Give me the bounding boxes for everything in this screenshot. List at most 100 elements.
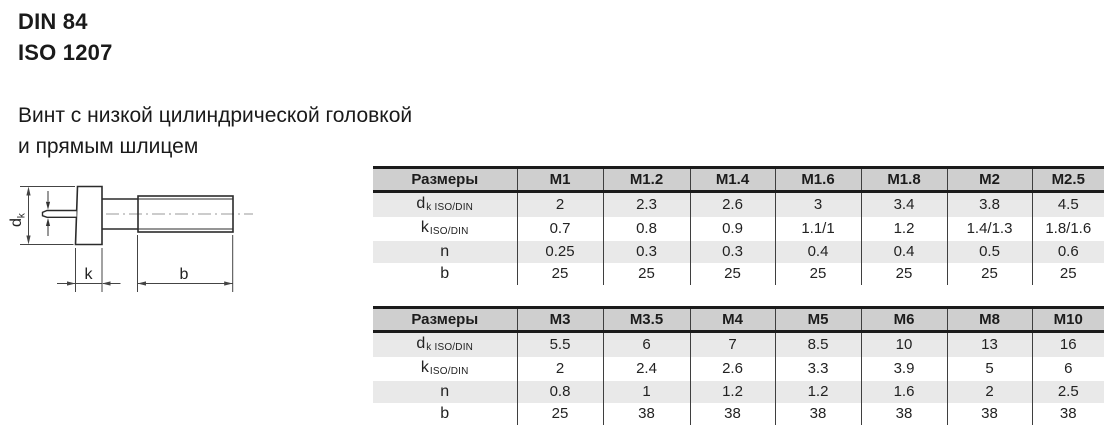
value-cell: 0.8 [516,381,603,403]
row-label-main: b [440,405,450,422]
value-cell: 38 [689,403,775,425]
value-cell: 3.3 [774,357,861,381]
dimensions-table-m3-m10: Размеры M3 M3.5 M4 M5 M6 M8 M10 dk ISO/DIN 5.5 6 7 8… [373,306,1104,425]
table-row: dk ISO/DIN 2 2.3 2.6 3 3.4 3.8 4.5 [373,191,1104,218]
row-label-main: n [440,243,450,260]
row-label-main: k [420,219,429,236]
column-header: M1.8 [860,167,947,193]
row-label-subscript: k ISO/DIN [426,342,474,353]
value-cell: 0.6 [1031,241,1104,263]
value-cell: 4.5 [1031,191,1104,217]
standard-title-iso: ISO 1207 [18,40,113,65]
thread-outline [137,195,234,233]
value-cell: 25 [516,263,603,285]
value-cell: 0.4 [774,241,861,263]
value-cell: 1.2 [689,381,775,403]
table-row: b 25 25 25 25 25 25 25 [373,263,1104,285]
table-header-row: Размеры M1 M1.2 M1.4 M1.6 M1.8 M2 M2.5 [373,167,1104,193]
standard-title-din: DIN 84 [18,9,88,34]
table-row: kISO/DIN 0.7 0.8 0.9 1.1/1 1.2 1.4/1.3 1.8/1.6 [373,217,1104,241]
dimensions-table-m1-m2_5: Размеры M1 M1.2 M1.4 M1.6 M1.8 M2 M2.5 dk ISO/DI… [373,166,1104,285]
subtitle-block: Винт с низкой цилиндрической головкой и … [18,100,412,162]
product-description-line2: и прямым шлицем [18,135,199,158]
value-cell: 2 [516,191,603,217]
value-cell: 0.8 [602,217,690,241]
value-cell: 38 [602,403,690,425]
column-header: M10 [1031,307,1104,333]
row-label: b [373,263,517,285]
value-cell: 2.5 [1031,381,1104,403]
row-label: kISO/DIN [373,357,517,381]
table-row: kISO/DIN 2 2.4 2.6 3.3 3.9 5 6 [373,357,1104,381]
column-header: M2 [946,167,1032,193]
value-cell: 0.3 [689,241,775,263]
value-cell: 1 [602,381,690,403]
value-cell: 38 [946,403,1032,425]
row-label-main: d [416,335,426,352]
row-label-subscript: ISO/DIN [429,226,469,237]
value-cell: 25 [602,263,690,285]
value-cell: 2.4 [602,357,690,381]
value-cell: 38 [860,403,947,425]
value-cell: 6 [602,331,690,357]
column-header: M6 [860,307,947,333]
value-cell: 25 [516,403,603,425]
column-header: M3.5 [602,307,690,333]
value-cell: 1.1/1 [774,217,861,241]
column-header: M5 [774,307,861,333]
row-label-subscript: k ISO/DIN [426,202,474,213]
value-cell: 13 [946,331,1032,357]
b-dimension [137,235,234,292]
value-cell: 0.9 [689,217,775,241]
row-label-main: b [440,265,450,282]
value-cell: 6 [1031,357,1104,381]
value-cell: 16 [1031,331,1104,357]
column-header: M8 [946,307,1032,333]
value-cell: 2 [516,357,603,381]
slot-profile [41,209,77,218]
b-dimension-label: b [180,266,189,283]
row-label: n [373,381,517,403]
value-cell: 3 [774,191,861,217]
slot-arrow-down [45,201,51,210]
title-block: DIN 84 ISO 1207 [18,6,113,68]
table-row: dk ISO/DIN 5.5 6 7 8.5 10 13 16 [373,331,1104,358]
k-arrow-right [102,281,111,286]
value-cell: 1.2 [860,217,947,241]
row-label: dk ISO/DIN [373,332,517,358]
value-cell: 5 [946,357,1032,381]
value-cell: 0.3 [602,241,690,263]
value-cell: 8.5 [774,331,861,357]
table-row: n 0.25 0.3 0.3 0.4 0.4 0.5 0.6 [373,241,1104,263]
value-cell: 2 [946,381,1032,403]
table-row: b 25 38 38 38 38 38 38 [373,403,1104,425]
column-header: M2.5 [1031,167,1104,193]
value-cell: 25 [1031,263,1104,285]
value-cell: 1.8/1.6 [1031,217,1104,241]
value-cell: 3.4 [860,191,947,217]
row-label: dk ISO/DIN [373,192,517,218]
value-cell: 10 [860,331,947,357]
k-arrow-left [67,281,76,286]
column-header: Размеры [373,307,517,333]
value-cell: 0.4 [860,241,947,263]
row-label-main: d [416,195,426,212]
value-cell: 1.2 [774,381,861,403]
column-header: Размеры [373,167,517,193]
value-cell: 2.3 [602,191,690,217]
row-label-main: n [440,383,450,400]
value-cell: 3.8 [946,191,1032,217]
value-cell: 7 [689,331,775,357]
column-header: M3 [516,307,603,333]
value-cell: 0.25 [516,241,603,263]
value-cell: 38 [1031,403,1104,425]
row-label-subscript: ISO/DIN [429,366,469,377]
value-cell: 1.6 [860,381,947,403]
k-dimension-label: k [85,266,94,283]
value-cell: 2.6 [689,191,775,217]
column-header: M4 [689,307,775,333]
column-header: M1.4 [689,167,775,193]
b-arrow-right [224,281,233,286]
row-label: n [373,241,517,263]
